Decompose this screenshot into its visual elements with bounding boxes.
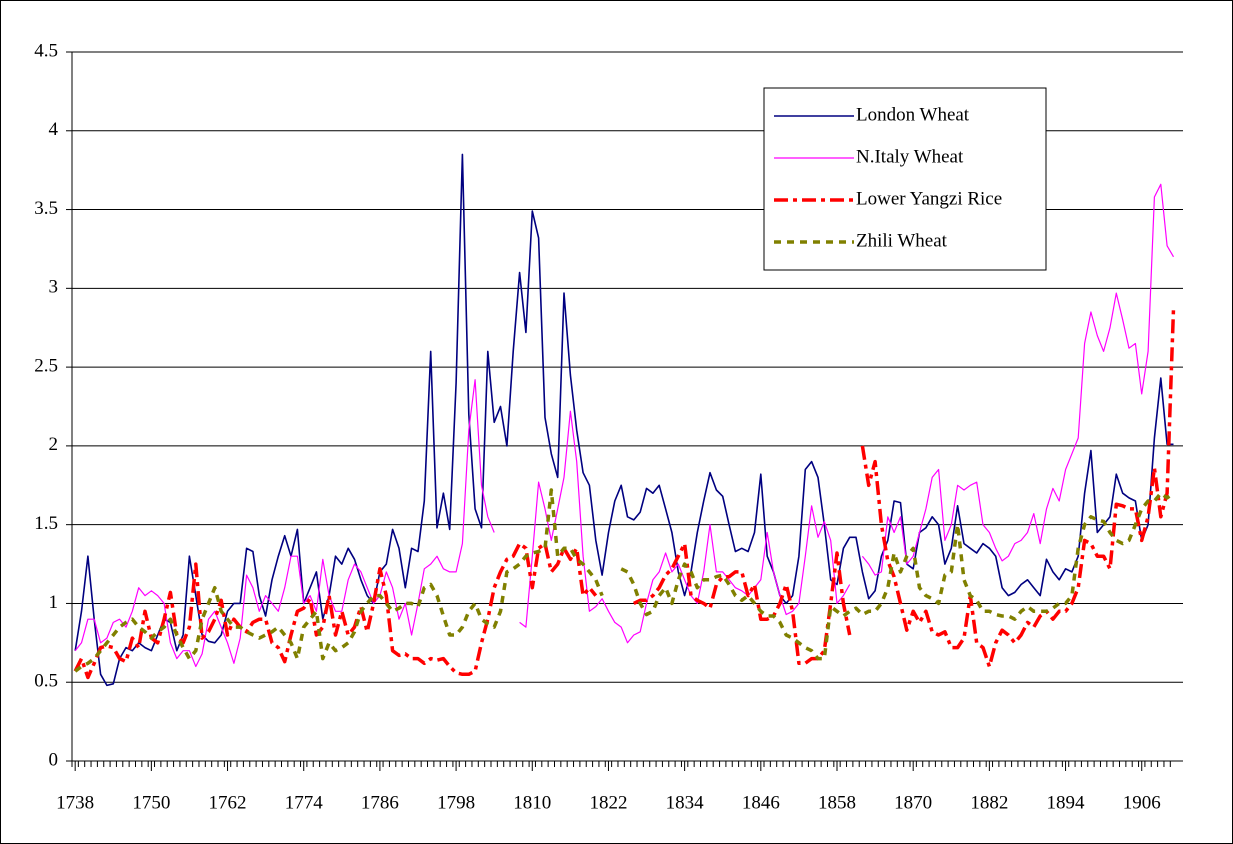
x-tick-label: 1798 bbox=[437, 792, 475, 813]
x-tick-label: 1774 bbox=[285, 792, 324, 813]
x-tick-label: 1738 bbox=[56, 792, 94, 813]
line-series bbox=[74, 183, 1175, 668]
x-tick-label: 1750 bbox=[132, 792, 170, 813]
legend: London Wheat N.Italy Wheat Lower Yangzi Ri… bbox=[763, 87, 1047, 271]
x-tick-label: 1894 bbox=[1047, 792, 1086, 813]
y-tick-label: 0 bbox=[49, 749, 59, 770]
x-tick-label: 1822 bbox=[589, 792, 627, 813]
legend-label: Lower Yangzi Rice bbox=[856, 188, 1002, 209]
y-tick-label: 2.5 bbox=[34, 355, 58, 376]
x-tick-label: 1882 bbox=[970, 792, 1008, 813]
x-tick-label: 1762 bbox=[209, 792, 247, 813]
x-tick-label: 1786 bbox=[361, 792, 399, 813]
y-tick-label: 4.5 bbox=[34, 40, 58, 61]
legend-label: Zhili Wheat bbox=[856, 230, 948, 251]
line-series bbox=[74, 153, 1174, 687]
legend-label: London Wheat bbox=[856, 104, 970, 125]
y-tick-label: 1.5 bbox=[34, 513, 58, 534]
x-tick-label: 1846 bbox=[742, 792, 780, 813]
x-tick-label: 1810 bbox=[513, 792, 551, 813]
legend-box bbox=[763, 87, 1047, 271]
y-tick-label: 1 bbox=[49, 592, 59, 613]
line-series bbox=[73, 308, 1176, 680]
x-tick-label: 1870 bbox=[894, 792, 932, 813]
x-tick-label: 1906 bbox=[1123, 792, 1161, 813]
x-tick-label: 1858 bbox=[818, 792, 856, 813]
x-tick-label: 1834 bbox=[666, 792, 705, 813]
line-series bbox=[74, 488, 1175, 673]
legend-label: N.Italy Wheat bbox=[856, 146, 964, 167]
y-tick-label: 2 bbox=[49, 434, 59, 455]
y-tick-label: 3 bbox=[49, 277, 59, 298]
y-tick-label: 0.5 bbox=[34, 671, 58, 692]
y-tick-label: 4 bbox=[49, 119, 59, 140]
y-tick-label: 3.5 bbox=[34, 198, 58, 219]
